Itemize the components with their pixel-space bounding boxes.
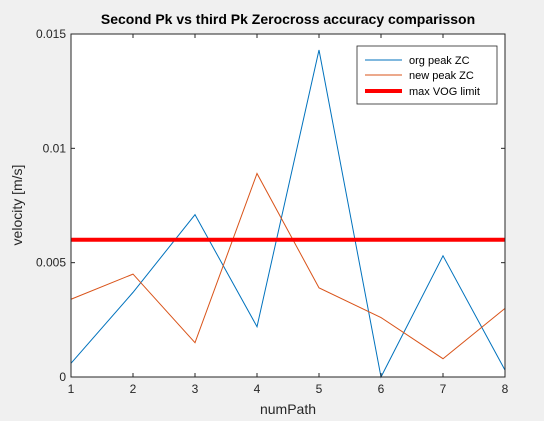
- x-tick-label: 6: [378, 382, 385, 396]
- x-tick-label: 2: [130, 382, 137, 396]
- series-layer: [70, 49, 506, 379]
- legend-label-1: org peak ZC: [409, 55, 470, 67]
- y-tick-label: 0.01: [43, 141, 67, 155]
- series-line-2: [70, 172, 506, 360]
- y-tick-label: 0.005: [36, 256, 66, 270]
- chart-title: Second Pk vs third Pk Zerocross accuracy…: [101, 11, 475, 27]
- legend-label-2: new peak ZC: [409, 70, 474, 82]
- x-tick-label: 4: [254, 382, 261, 396]
- legend-label-3: max VOG limit: [409, 86, 480, 98]
- x-tick-label: 3: [192, 382, 199, 396]
- axes-box: [70, 33, 506, 378]
- series-line-1: [70, 49, 506, 379]
- y-tick-layer: 0 0.005 0.01 0.015: [36, 27, 505, 384]
- axes-frame: [70, 33, 506, 378]
- x-tick-layer: 1 2 3 4 5 6 7 8: [68, 34, 509, 396]
- x-tick-label: 5: [316, 382, 323, 396]
- x-tick-label: 7: [440, 382, 447, 396]
- legend: org peak ZC new peak ZC max VOG limit: [356, 45, 498, 105]
- y-tick-label: 0: [59, 370, 66, 384]
- x-tick-label: 8: [502, 382, 509, 396]
- y-axis-label: velocity [m/s]: [9, 165, 25, 246]
- legend-entries: org peak ZC new peak ZC max VOG limit: [365, 55, 480, 98]
- x-tick-label: 1: [68, 382, 75, 396]
- y-tick-label: 0.015: [36, 27, 66, 41]
- x-axis-label: numPath: [260, 401, 316, 417]
